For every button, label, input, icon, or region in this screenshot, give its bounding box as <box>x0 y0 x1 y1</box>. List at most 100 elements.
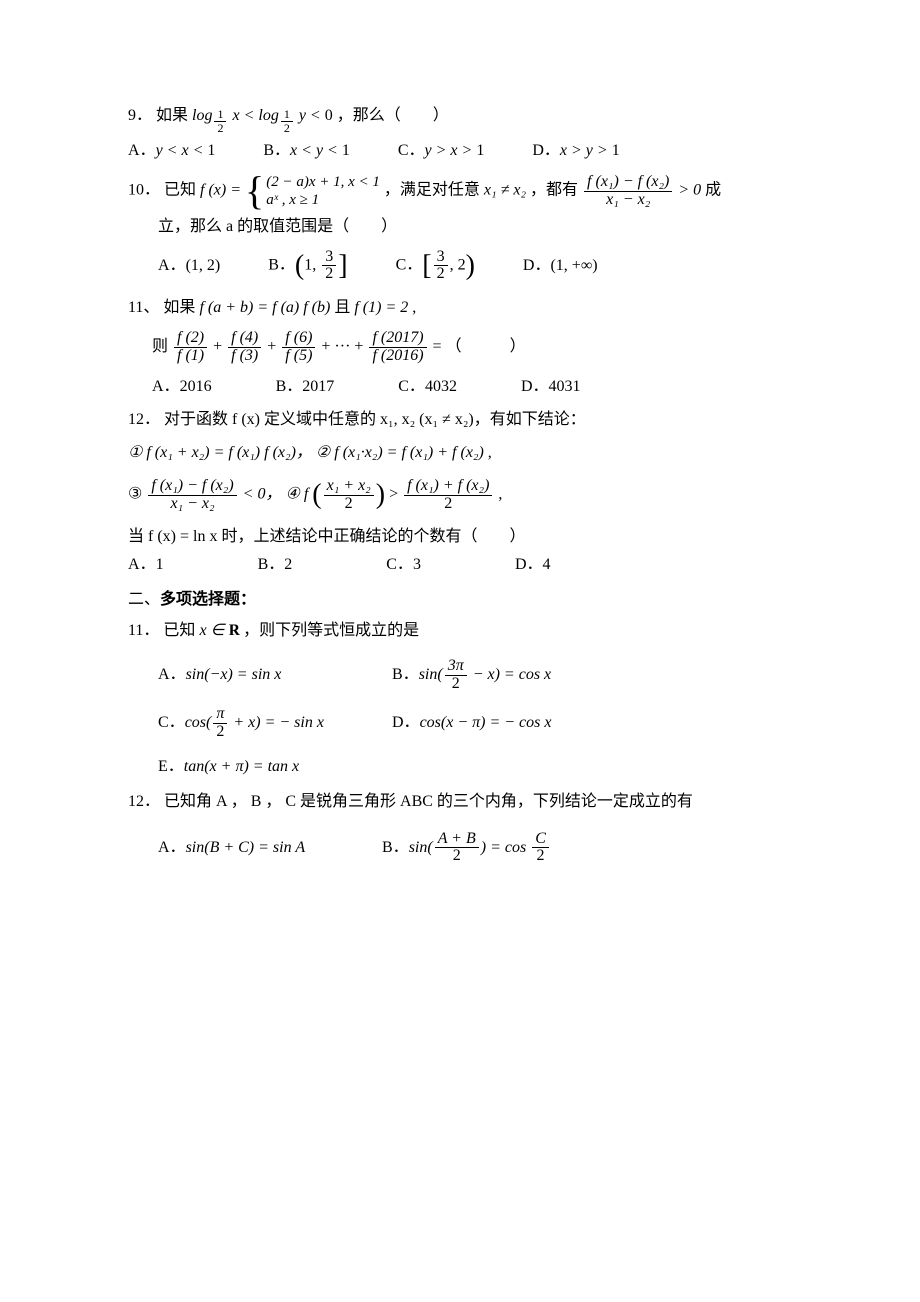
q12a-l2a-d: x₁ − x₂ <box>148 496 236 513</box>
q10-fx: f (x) = <box>200 182 245 199</box>
question-9: 9． 如果 log12 x < log12 y < 0 ，那么（ ） A．y <… <box>128 104 802 163</box>
q11b-text-b: ，则下列等式恒成立的是 <box>243 622 419 639</box>
q10-case1: (2 − a)x + 1, x < 1 <box>266 173 380 192</box>
q11b-opt-c: C．cos(π2 + x) = − sin x <box>158 706 388 741</box>
q12b-opt-a: A．sin(B + C) = sin A <box>158 836 378 861</box>
question-12b: 12． 已知角 A ， B ， C 是锐角三角形 ABC 的三个内角，下列结论一… <box>128 790 802 865</box>
q12a-opt-b: B．2 <box>258 553 293 578</box>
q9-expr: log12 x < log12 y < 0 <box>192 107 333 124</box>
q12a-l2a-n: f (x₁) − f (x₂) <box>148 478 236 496</box>
q12a-stem: 12． 对于函数 f (x) 定义域中任意的 x₁, x₂ (x₁ ≠ x₂)，… <box>128 408 802 433</box>
q12a-text: 对于函数 f (x) 定义域中任意的 x₁, x₂ (x₁ ≠ x₂)，有如下结… <box>164 411 586 428</box>
q12a-opt-a: A．1 <box>128 553 164 578</box>
q11a-and: 且 <box>334 299 354 316</box>
q10-opt-c: C．[32, 2) <box>396 244 475 287</box>
q12a-l2b-pre: ④ f <box>285 486 308 503</box>
q10-text-a: 已知 <box>164 182 200 199</box>
q11b-xr: x ∈ <box>199 622 228 639</box>
q11a-t1d: f (1) <box>174 348 207 365</box>
q11a-eq: = （ ） <box>433 338 526 355</box>
q12a-line3: 当 f (x) = ln x 时，上述结论中正确结论的个数有（ ） <box>128 525 802 550</box>
q12a-options: A．1 B．2 C．3 D．4 <box>128 553 802 578</box>
q10-case2: aˣ , x ≥ 1 <box>266 191 380 210</box>
q11a-t2d: f (3) <box>228 348 261 365</box>
q9-text-b: ，那么（ ） <box>337 107 449 124</box>
q12b-row1: A．sin(B + C) = sin A B．sin(A + B2) = cos… <box>128 831 802 866</box>
q10-tail: 成 <box>705 182 721 199</box>
q11a-opt-b: B．2017 <box>276 375 335 400</box>
q12a-l2b-tail: , <box>498 486 502 503</box>
q12a-l2b-an: x₁ + x₂ <box>324 478 374 496</box>
q9-stem: 9． 如果 log12 x < log12 y < 0 ，那么（ ） <box>128 104 802 135</box>
q11a-f1: f (1) = 2 <box>354 299 408 316</box>
q12a-number: 12． <box>128 411 160 428</box>
q9-opt-a: A．y < x < 1 <box>128 139 215 164</box>
q12a-line2: ③ f (x₁) − f (x₂)x₁ − x₂ < 0， ④ f (x₁ + … <box>128 473 802 516</box>
q11a-comma: , <box>412 299 416 316</box>
q11b-number: 11． <box>128 622 159 639</box>
q11b-row3: E．tan(x + π) = tan x <box>128 755 802 780</box>
q12a-opt-d: D．4 <box>515 553 551 578</box>
q11a-options: A．2016 B．2017 C．4032 D．4031 <box>128 375 802 400</box>
q11a-opt-c: C．4032 <box>398 375 457 400</box>
q10-frac-den: x₁ − x₂ <box>584 192 672 209</box>
q12b-stem: 12． 已知角 A ， B ， C 是锐角三角形 ABC 的三个内角，下列结论一… <box>128 790 802 815</box>
q11a-cond: f (a + b) = f (a) f (b) <box>199 299 330 316</box>
q11a-then: 则 <box>152 338 172 355</box>
q12b-number: 12． <box>128 793 160 810</box>
q11b-row1: A．sin(−x) = sin x B．sin(3π2 − x) = cos x <box>128 658 802 693</box>
q10-number: 10． <box>128 182 160 199</box>
q11b-text-a: 已知 <box>163 622 199 639</box>
q11a-opt-a: A．2016 <box>152 375 212 400</box>
question-12a: 12． 对于函数 f (x) 定义域中任意的 x₁, x₂ (x₁ ≠ x₂)，… <box>128 408 802 579</box>
q11a-t3n: f (6) <box>282 330 315 348</box>
q10-piecewise: { (2 − a)x + 1, x < 1 aˣ , x ≥ 1 <box>245 171 380 211</box>
q11a-dots: + ··· + <box>321 338 367 355</box>
q10-opt-b: B．(1, 32] <box>268 244 347 287</box>
q12a-l1a: ① f (x₁ + x₂) = f (x₁) f (x₂)， <box>128 444 312 461</box>
q11a-tLd: f (2016) <box>369 348 426 365</box>
q12a-l2b-mid: > <box>389 486 402 503</box>
sec2-title: 多项选择题： <box>160 591 256 608</box>
q9-number: 9． <box>128 107 152 124</box>
q12a-l2b-ad: 2 <box>324 496 374 513</box>
q10-options: A．(1, 2) B．(1, 32] C．[32, 2) D．(1, +∞) <box>128 244 802 287</box>
page: 9． 如果 log12 x < log12 y < 0 ，那么（ ） A．y <… <box>0 0 920 1302</box>
q12a-l2b-bd: 2 <box>404 496 492 513</box>
q10-text-c: ，都有 <box>530 182 582 199</box>
q11a-stem1: 11、 如果 f (a + b) = f (a) f (b) 且 f (1) =… <box>128 296 802 321</box>
q10-frac-num: f (x₁) − f (x₂) <box>584 174 672 192</box>
q12b-opt-b: B．sin(A + B2) = cos C2 <box>382 839 551 856</box>
q12a-line1: ① f (x₁ + x₂) = f (x₁) f (x₂)， ② f (x₁·x… <box>128 441 802 466</box>
sec2-lead: 二、 <box>128 591 160 608</box>
q10-frac: f (x₁) − f (x₂) x₁ − x₂ <box>584 174 672 209</box>
q11a-tLn: f (2017) <box>369 330 426 348</box>
q12a-l2a-t: < 0， <box>243 486 282 503</box>
q11b-stem: 11． 已知 x ∈ R ，则下列等式恒成立的是 <box>128 619 802 644</box>
q11a-t3d: f (5) <box>282 348 315 365</box>
q11a-text-a: 如果 <box>163 299 199 316</box>
q12b-text: 已知角 A ， B ， C 是锐角三角形 ABC 的三个内角，下列结论一定成立的… <box>164 793 693 810</box>
q10-opt-a: A．(1, 2) <box>158 254 220 279</box>
q12a-opt-c: C．3 <box>386 553 421 578</box>
q10-stem-line2: 立，那么 a 的取值范围是（ ） <box>128 215 802 240</box>
q10-text-b: ，满足对任意 <box>384 182 484 199</box>
q11b-opt-b: B．sin(3π2 − x) = cos x <box>392 666 551 683</box>
q10-opt-d: D．(1, +∞) <box>523 254 598 279</box>
q11b-opt-a: A．sin(−x) = sin x <box>158 663 388 688</box>
q11a-t1n: f (2) <box>174 330 207 348</box>
q11a-number: 11、 <box>128 299 159 316</box>
q11b-opt-d: D．cos(x − π) = − cos x <box>392 714 551 731</box>
q9-opt-d: D．x > y > 1 <box>532 139 619 164</box>
q9-text-a: 如果 <box>156 107 192 124</box>
q10-gt0: > 0 <box>678 182 701 199</box>
q11b-opt-e: E．tan(x + π) = tan x <box>158 758 299 775</box>
question-11b: 11． 已知 x ∈ R ，则下列等式恒成立的是 A．sin(−x) = sin… <box>128 619 802 780</box>
q12a-l1b: ② f (x₁·x₂) = f (x₁) + f (x₂) , <box>316 444 492 461</box>
question-10: 10． 已知 f (x) = { (2 − a)x + 1, x < 1 aˣ … <box>128 171 802 287</box>
q10-stem-line1: 10． 已知 f (x) = { (2 − a)x + 1, x < 1 aˣ … <box>128 171 802 211</box>
q11a-stem2: 则 f (2)f (1) + f (4)f (3) + f (6)f (5) +… <box>128 330 802 365</box>
q10-neq: x₁ ≠ x₂ <box>484 182 526 199</box>
q12a-l2b-bn: f (x₁) + f (x₂) <box>404 478 492 496</box>
q9-opt-b: B．x < y < 1 <box>263 139 349 164</box>
